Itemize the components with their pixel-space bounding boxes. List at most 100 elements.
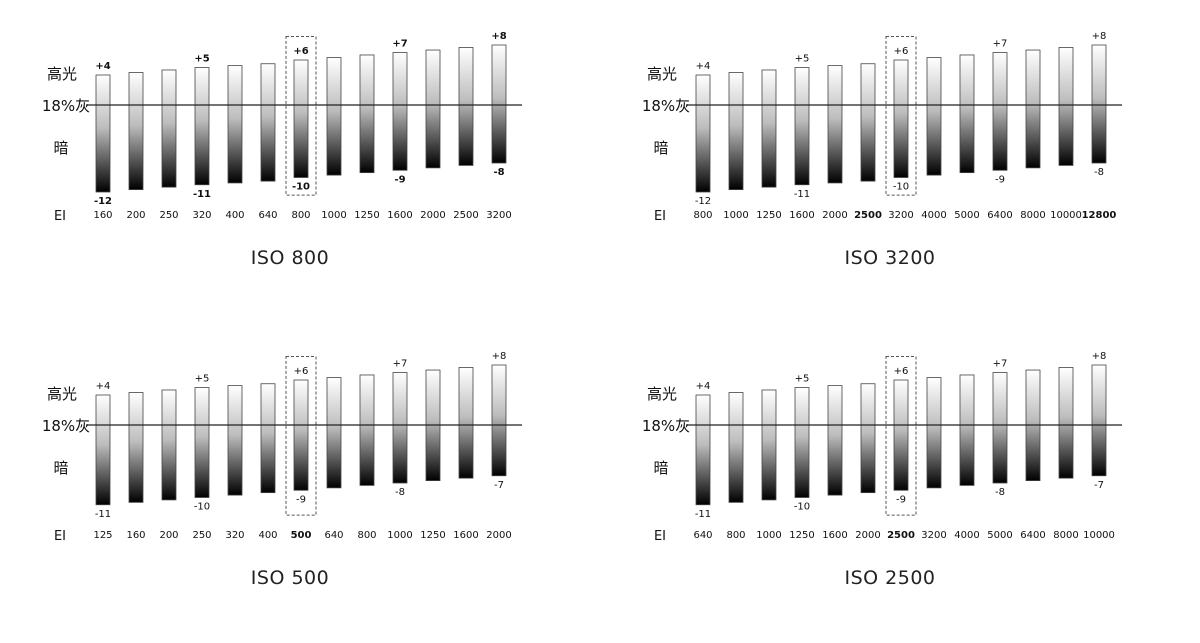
bar-ei-1250: [761, 69, 777, 188]
x-tick-label: 4000: [921, 210, 946, 221]
shadow-value-label: -9: [296, 494, 306, 505]
x-tick-label: 1250: [789, 530, 814, 541]
shadow-value-label: -10: [292, 182, 310, 193]
x-tick-label: 5000: [954, 210, 979, 221]
chart-title: ISO 800: [250, 247, 330, 269]
x-tick-label: 200: [159, 530, 178, 541]
x-tick-label: 250: [192, 530, 211, 541]
bar-ei-6400: [992, 52, 1008, 171]
x-tick-label: 2000: [486, 530, 511, 541]
x-tick-label: 12800: [1082, 210, 1117, 221]
x-tick-label: 200: [126, 210, 145, 221]
bar-ei-250: [194, 387, 210, 498]
row-label-shadow: 暗: [53, 459, 68, 477]
bar-ei-125: [95, 394, 111, 506]
x-tick-label: 3200: [486, 210, 511, 221]
row-label-highlight: 高光: [647, 65, 677, 83]
highlight-value-label: +6: [294, 366, 309, 377]
highlight-value-label: +7: [993, 39, 1008, 50]
shadow-value-label: -9: [394, 174, 405, 185]
highlight-value-label: +7: [393, 359, 408, 370]
x-tick-label: 640: [324, 530, 343, 541]
bar-ei-4000: [959, 374, 975, 486]
bar-ei-160: [128, 392, 144, 503]
shadow-value-label: -10: [794, 502, 810, 513]
x-tick-label: 500: [291, 530, 312, 541]
highlight-value-label: +4: [95, 61, 110, 72]
highlight-value-label: +8: [492, 351, 507, 362]
x-tick-label: 10000: [1083, 530, 1115, 541]
x-tick-label: 6400: [987, 210, 1012, 221]
row-label-middle-gray: 18%灰: [642, 417, 690, 435]
row-label-highlight: 高光: [647, 385, 677, 403]
x-tick-label: 160: [126, 530, 145, 541]
bar-ei-10000: [1091, 364, 1107, 477]
shadow-value-label: -12: [94, 196, 112, 207]
x-tick-label: 2000: [822, 210, 847, 221]
shadow-value-label: -12: [695, 196, 711, 207]
highlight-value-label: +8: [1092, 351, 1107, 362]
shadow-value-label: -8: [493, 167, 504, 178]
x-tick-label: 800: [726, 530, 745, 541]
x-tick-label: 160: [93, 210, 112, 221]
x-tick-label: 320: [192, 210, 211, 221]
x-tick-label: 250: [159, 210, 178, 221]
bar-ei-500: [293, 379, 309, 491]
bar-ei-1000: [761, 389, 777, 501]
bar-ei-640: [326, 377, 342, 489]
highlight-value-label: +7: [993, 359, 1008, 370]
x-tick-label: 1250: [354, 210, 379, 221]
shadow-value-label: -10: [194, 502, 210, 513]
bar-ei-3200: [893, 59, 909, 178]
chart-title: ISO 500: [250, 567, 330, 589]
x-tick-label: 2500: [887, 530, 915, 541]
x-tick-label: 3200: [921, 530, 946, 541]
bar-ei-250: [161, 69, 177, 188]
shadow-value-label: -8: [1094, 167, 1104, 178]
bar-ei-320: [194, 67, 210, 186]
highlight-value-label: +6: [894, 366, 909, 377]
row-label-shadow: 暗: [653, 459, 668, 477]
x-tick-label: 1000: [387, 530, 412, 541]
bar-ei-1000: [392, 372, 408, 484]
x-tick-label: 400: [258, 530, 277, 541]
bar-ei-2500: [458, 47, 474, 166]
bar-ei-800: [359, 374, 375, 486]
chart-svg-iso-2500: 高光 18%灰暗 EI +4 -11 640 800 1000 +5 -10 1250 1600 200…: [642, 351, 1122, 544]
x-tick-label: 5000: [987, 530, 1012, 541]
x-tick-label: 800: [693, 210, 712, 221]
x-tick-label: 1000: [756, 530, 781, 541]
bar-ei-2000: [425, 49, 441, 169]
bar-ei-1000: [326, 57, 342, 176]
bar-ei-160: [95, 74, 111, 193]
bar-ei-1600: [392, 52, 408, 171]
x-tick-label: 400: [225, 210, 244, 221]
bar-ei-1600: [794, 67, 810, 186]
highlight-value-label: +7: [392, 39, 407, 50]
chart-panel-iso-500: 高光 18%灰暗 EI +4 -11 125 160 200 +5 -10 250 320 400 +6 -…: [0, 320, 600, 641]
x-tick-label: 1000: [321, 210, 346, 221]
shadow-value-label: -11: [695, 509, 711, 520]
bar-ei-200: [161, 389, 177, 501]
shadow-value-label: -7: [1094, 480, 1104, 491]
bar-ei-1600: [827, 385, 843, 496]
ei-axis-label: EI: [54, 209, 66, 224]
bar-ei-8000: [1058, 367, 1074, 479]
highlight-value-label: +6: [894, 46, 909, 57]
x-tick-label: 1250: [756, 210, 781, 221]
x-tick-label: 800: [291, 210, 310, 221]
x-tick-label: 1250: [420, 530, 445, 541]
bar-ei-1600: [458, 367, 474, 479]
shadow-value-label: -11: [794, 189, 810, 200]
bar-ei-2500: [893, 379, 909, 491]
chart-svg-iso-3200: 高光 18%灰暗 EI +4 -12 800 1000 1250 +5 -11 1600 2000 25…: [642, 31, 1122, 224]
bar-ei-1000: [728, 72, 744, 191]
x-tick-label: 8000: [1020, 210, 1045, 221]
highlight-value-label: +6: [293, 46, 308, 57]
bar-ei-1250: [359, 54, 375, 174]
x-tick-label: 10000: [1050, 210, 1082, 221]
x-tick-label: 640: [693, 530, 712, 541]
shadow-value-label: -10: [893, 182, 909, 193]
highlight-value-label: +5: [795, 54, 810, 65]
bar-ei-2500: [860, 63, 876, 182]
